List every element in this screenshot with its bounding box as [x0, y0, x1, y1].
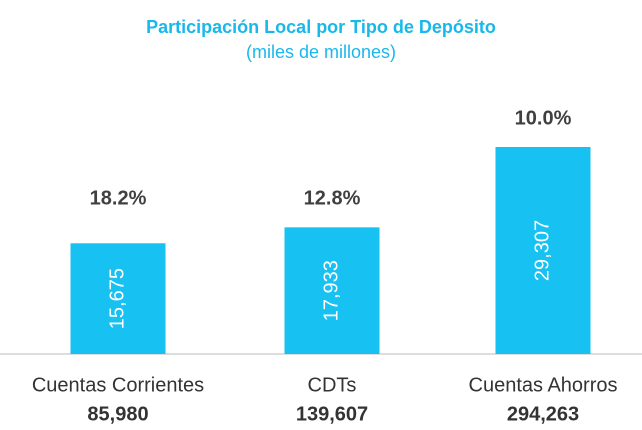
bar	[495, 147, 591, 354]
chart-title: Participación Local por Tipo de Depósito	[146, 17, 496, 37]
x-tick-label: CDTs	[308, 374, 357, 396]
value-label: 29,307	[531, 220, 553, 281]
bar	[70, 243, 166, 354]
x-tick-label: Cuentas Corrientes	[32, 374, 204, 396]
share-label: 10.0%	[515, 107, 572, 129]
total-label: 294,263	[507, 403, 579, 425]
value-label: 15,675	[106, 268, 128, 329]
share-label: 18.2%	[90, 187, 147, 209]
x-tick-label: Cuentas Ahorros	[469, 374, 618, 396]
value-label: 17,933	[320, 260, 342, 321]
share-label: 12.8%	[304, 187, 361, 209]
chart-subtitle: (miles de millones)	[246, 42, 396, 62]
total-label: 139,607	[296, 403, 368, 425]
bar	[284, 227, 380, 354]
total-label: 85,980	[87, 403, 148, 425]
